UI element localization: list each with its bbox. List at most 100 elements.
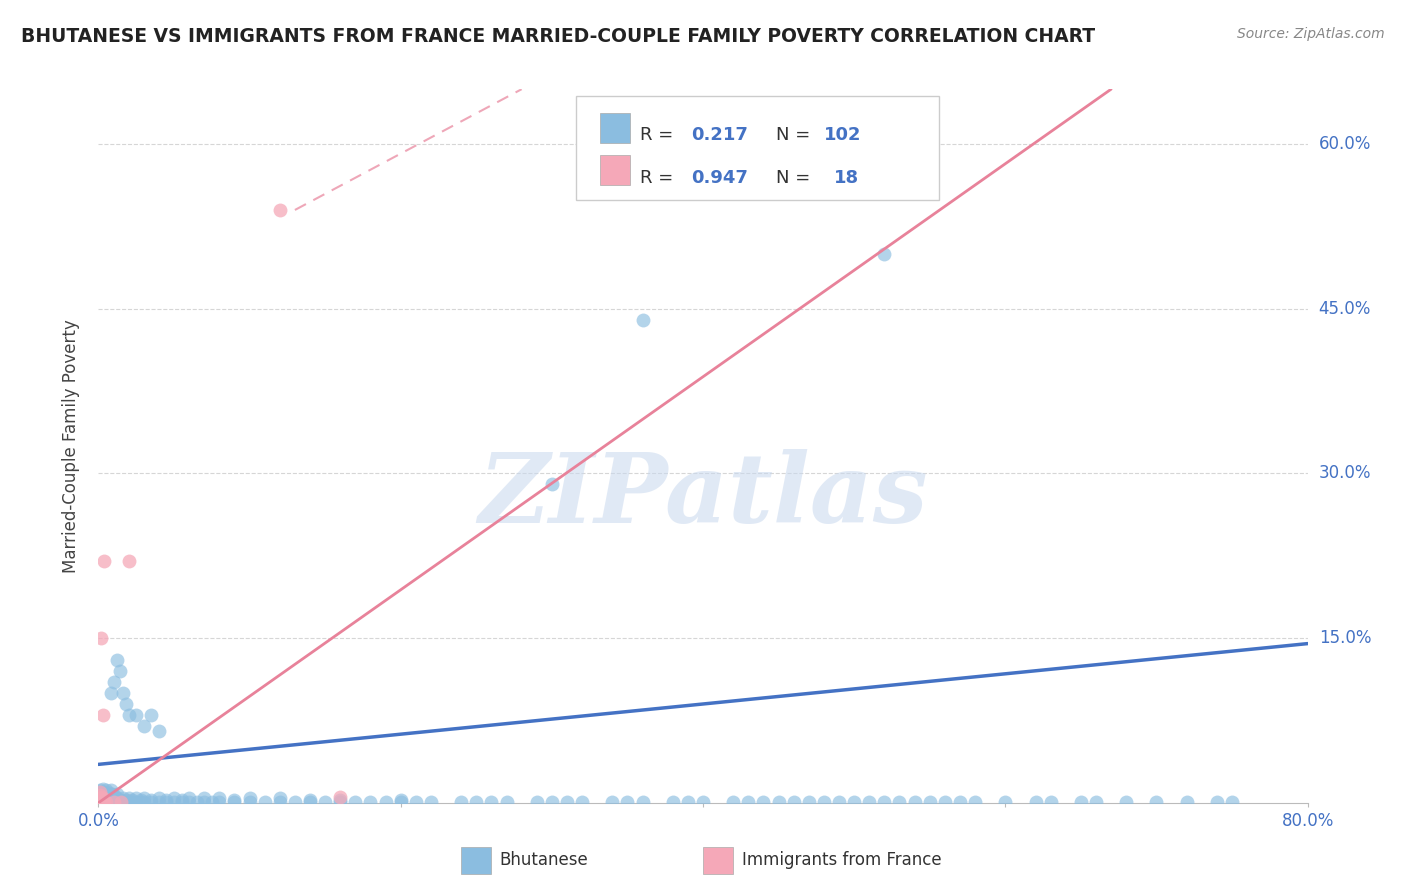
FancyBboxPatch shape <box>703 847 734 874</box>
Point <box>904 795 927 809</box>
Point <box>93 795 115 809</box>
Point <box>1085 795 1108 809</box>
Point <box>692 795 714 809</box>
FancyBboxPatch shape <box>600 112 630 143</box>
Text: 15.0%: 15.0% <box>1319 629 1371 647</box>
Text: BHUTANESE VS IMMIGRANTS FROM FRANCE MARRIED-COUPLE FAMILY POVERTY CORRELATION CH: BHUTANESE VS IMMIGRANTS FROM FRANCE MARR… <box>21 27 1095 45</box>
Point <box>329 790 352 805</box>
Point <box>616 795 638 809</box>
Text: 45.0%: 45.0% <box>1319 300 1371 318</box>
Point <box>813 795 835 809</box>
Point <box>94 795 117 809</box>
Point <box>163 795 186 809</box>
Point <box>91 795 114 809</box>
Point <box>1024 795 1046 809</box>
Point <box>1206 795 1229 809</box>
Point <box>360 795 382 809</box>
Point <box>94 787 117 801</box>
Point <box>1175 795 1198 809</box>
Point <box>93 554 115 568</box>
Point <box>93 785 115 799</box>
Point <box>450 795 472 809</box>
Point <box>314 795 336 809</box>
Point <box>89 785 111 799</box>
Point <box>676 795 699 809</box>
Text: 102: 102 <box>824 127 862 145</box>
Point <box>108 795 131 809</box>
Text: Source: ZipAtlas.com: Source: ZipAtlas.com <box>1237 27 1385 41</box>
Point <box>129 795 152 809</box>
Point <box>93 789 115 804</box>
Point <box>132 795 155 809</box>
Point <box>224 795 246 809</box>
Point <box>141 795 163 809</box>
Point <box>141 792 163 806</box>
Point <box>100 782 122 797</box>
Point <box>100 686 122 700</box>
Point <box>132 791 155 805</box>
Point <box>89 782 111 797</box>
Point <box>737 795 759 809</box>
Point <box>602 795 624 809</box>
Point <box>93 792 115 806</box>
Point <box>374 795 396 809</box>
Text: R =: R = <box>640 127 679 145</box>
Text: R =: R = <box>640 169 679 187</box>
Point <box>239 791 262 805</box>
Point <box>405 795 427 809</box>
Text: N =: N = <box>776 127 810 145</box>
Point <box>103 795 125 809</box>
Text: 18: 18 <box>834 169 859 187</box>
Point <box>90 631 112 645</box>
Point <box>89 787 111 801</box>
Point <box>540 795 562 809</box>
Point <box>89 795 111 809</box>
Point <box>103 675 125 690</box>
Point <box>103 795 125 809</box>
Point <box>179 791 201 805</box>
Point <box>96 795 118 809</box>
Point <box>631 795 654 809</box>
Point <box>329 795 352 809</box>
Point <box>1039 795 1062 809</box>
Text: 0.947: 0.947 <box>690 169 748 187</box>
Point <box>844 795 866 809</box>
Point <box>1144 795 1167 809</box>
Point <box>91 708 114 723</box>
Point <box>114 697 136 711</box>
Point <box>163 791 186 805</box>
Point <box>141 708 163 723</box>
Point <box>193 795 215 809</box>
Point <box>121 792 143 806</box>
Point <box>148 724 170 739</box>
Point <box>389 795 412 809</box>
Point <box>723 795 745 809</box>
Point <box>98 795 121 809</box>
Point <box>108 664 131 678</box>
Point <box>465 795 488 809</box>
FancyBboxPatch shape <box>461 847 492 874</box>
Point <box>934 795 956 809</box>
Point <box>91 787 114 801</box>
Point <box>98 791 121 805</box>
Point <box>526 795 548 809</box>
Y-axis label: Married-Couple Family Poverty: Married-Couple Family Poverty <box>62 319 80 573</box>
FancyBboxPatch shape <box>576 96 939 200</box>
Point <box>103 788 125 802</box>
Point <box>91 781 114 796</box>
Point <box>201 795 224 809</box>
Point <box>155 795 177 809</box>
Point <box>90 795 112 809</box>
Point <box>129 792 152 806</box>
Point <box>1115 795 1137 809</box>
Point <box>89 791 111 805</box>
Point <box>299 792 322 806</box>
Point <box>90 795 112 809</box>
Point <box>540 477 562 491</box>
Point <box>89 790 111 805</box>
Point <box>90 788 112 802</box>
Point <box>224 792 246 806</box>
Point <box>269 202 291 217</box>
Point <box>193 791 215 805</box>
Point <box>344 795 367 809</box>
